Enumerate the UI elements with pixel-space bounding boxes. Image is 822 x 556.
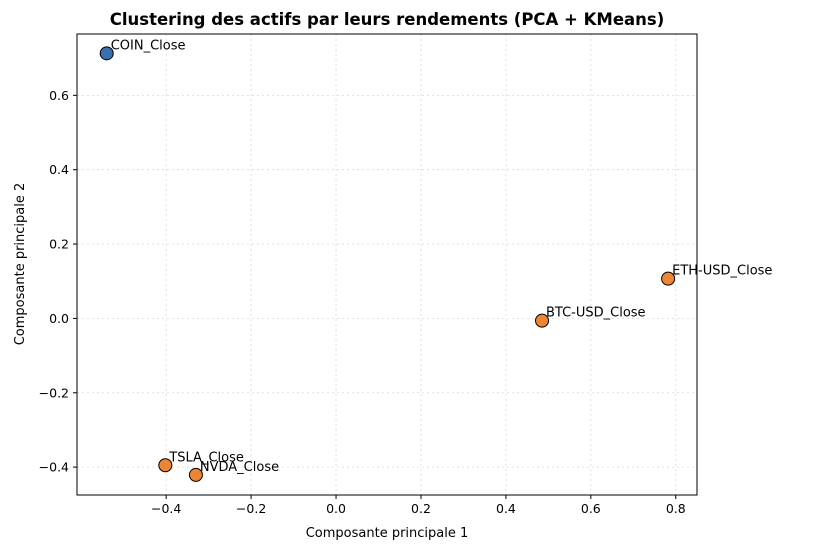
x-axis-title: Composante principale 1 <box>306 526 469 541</box>
data-point <box>99 46 114 61</box>
data-points <box>99 46 676 482</box>
x-tick-label: 0.6 <box>581 501 601 516</box>
data-point <box>535 313 549 328</box>
data-point <box>188 467 203 482</box>
point-labels: COIN_Close ETH-USD_Close BTC-USD_Close TSLA… <box>111 38 773 475</box>
grid <box>77 34 697 495</box>
x-axis: −0.4 −0.2 0.0 0.2 0.4 0.6 0.8 <box>151 495 686 516</box>
point-label: COIN_Close <box>111 38 186 53</box>
x-tick-label: −0.2 <box>236 501 266 516</box>
point-label: BTC-USD_Close <box>546 306 646 321</box>
y-axis-title: Composante principale 2 <box>13 183 28 346</box>
y-tick-label: 0.0 <box>49 311 69 326</box>
data-point <box>661 271 676 286</box>
x-tick-label: 0.4 <box>496 501 516 516</box>
chart-title: Clustering des actifs par leurs rendemen… <box>110 10 665 29</box>
y-tick-label: 0.6 <box>49 88 69 103</box>
point-label: NVDA_Close <box>200 460 279 475</box>
point-label: TSLA_Close <box>168 450 244 465</box>
point-label: ETH-USD_Close <box>672 264 772 279</box>
plot-area <box>76 33 698 496</box>
data-point <box>158 458 173 473</box>
x-tick-label: 0.8 <box>666 501 686 516</box>
y-tick-label: 0.2 <box>49 237 69 252</box>
x-tick-label: 0.2 <box>411 501 431 516</box>
y-tick-label: 0.4 <box>49 162 69 177</box>
y-tick-label: −0.4 <box>39 460 69 475</box>
x-tick-label: −0.4 <box>151 501 181 516</box>
x-tick-label: 0.0 <box>326 501 346 516</box>
y-tick-label: −0.2 <box>39 385 69 400</box>
y-axis: −0.4 −0.2 0.0 0.2 0.4 0.6 <box>39 88 77 475</box>
